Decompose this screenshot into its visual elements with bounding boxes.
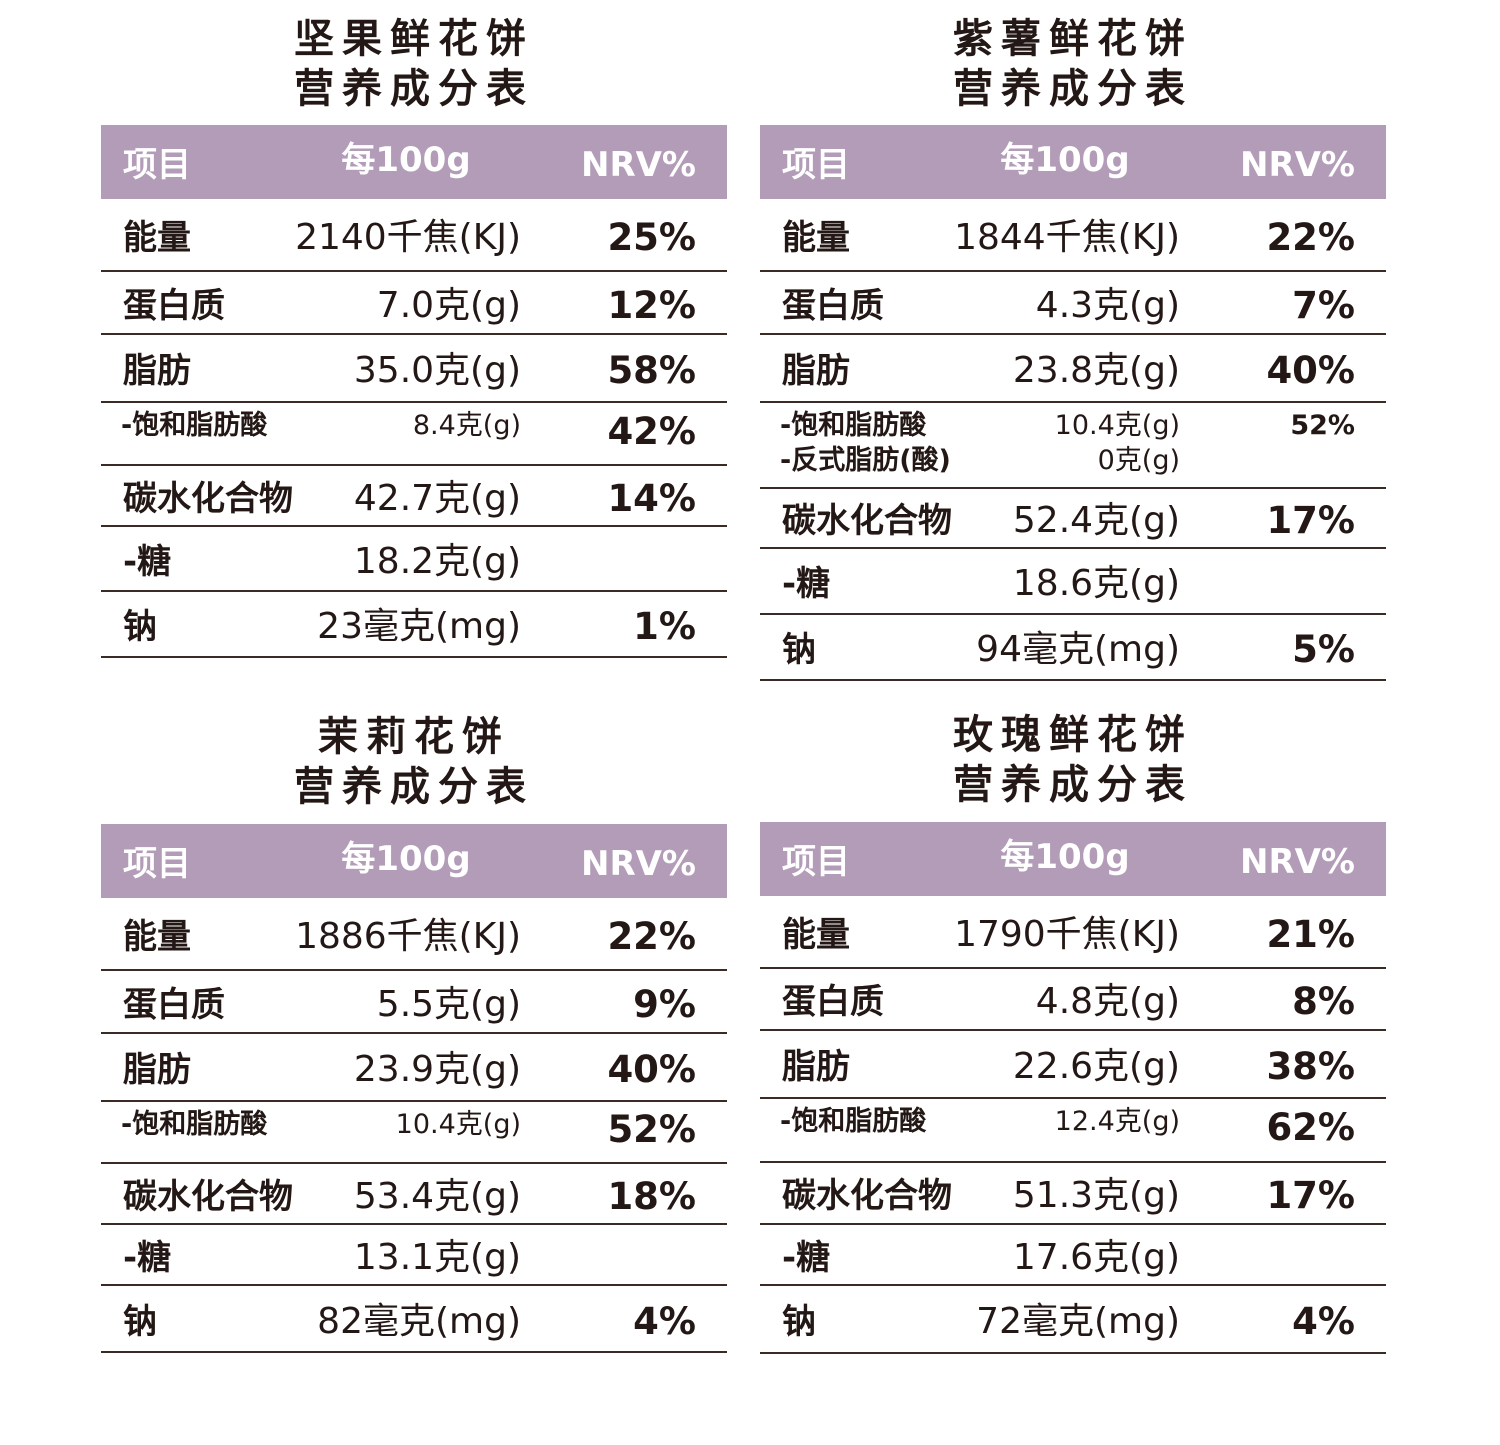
row-divider <box>101 1032 727 1034</box>
row-divider <box>101 969 727 971</box>
row-divider <box>101 1162 727 1164</box>
header-bar <box>760 125 1386 199</box>
row-divider <box>101 1223 727 1225</box>
row-divider <box>760 1352 1386 1354</box>
row-divider <box>101 590 727 592</box>
row-divider <box>101 1351 727 1353</box>
row-divider <box>760 1097 1386 1099</box>
table-title: 营养成分表 <box>294 764 534 810</box>
row-divider <box>760 1029 1386 1031</box>
header-bar <box>101 125 727 199</box>
row-divider <box>101 401 727 403</box>
row-divider <box>101 525 727 527</box>
row-divider <box>760 1223 1386 1225</box>
row-divider <box>760 1284 1386 1286</box>
table-title: 茉莉花饼 <box>318 714 510 760</box>
row-divider <box>760 613 1386 615</box>
row-divider <box>101 656 727 658</box>
table-title: 紫薯鲜花饼 <box>953 16 1193 62</box>
table-title: 营养成分表 <box>294 66 534 112</box>
row-divider <box>101 1100 727 1102</box>
table-title: 坚果鲜花饼 <box>294 16 534 62</box>
row-divider <box>760 333 1386 335</box>
row-divider <box>760 967 1386 969</box>
row-divider <box>760 487 1386 489</box>
row-divider <box>101 270 727 272</box>
table-title: 营养成分表 <box>953 762 1193 808</box>
row-divider <box>760 679 1386 681</box>
row-divider <box>760 1161 1386 1163</box>
row-divider <box>101 464 727 466</box>
row-divider <box>760 270 1386 272</box>
row-divider <box>101 1284 727 1286</box>
table-title: 营养成分表 <box>953 66 1193 112</box>
header-bar <box>101 824 727 898</box>
row-divider <box>760 401 1386 403</box>
row-divider <box>101 333 727 335</box>
row-divider <box>760 547 1386 549</box>
header-bar <box>760 822 1386 896</box>
table-title: 玫瑰鲜花饼 <box>953 712 1193 758</box>
